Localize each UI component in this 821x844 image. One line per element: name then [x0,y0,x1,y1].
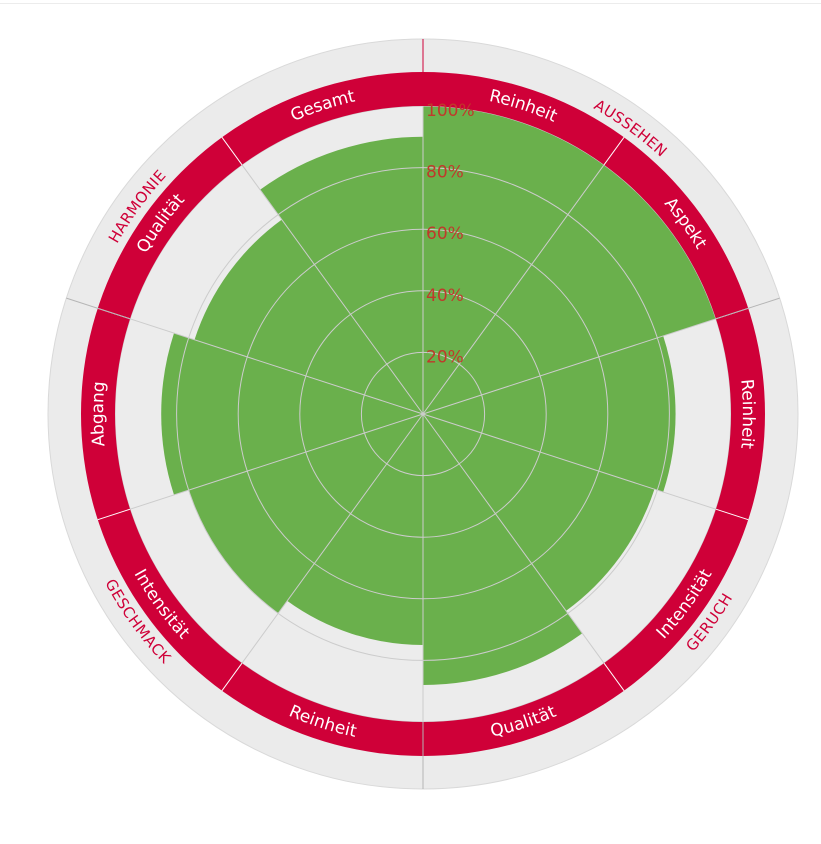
band-divider-7 [97,508,131,521]
bar-7 [161,333,423,495]
bar-0 [423,106,605,414]
r-tick-label-2: 60% [426,224,464,244]
bar-6 [188,414,423,614]
group-divider-3 [66,297,131,320]
category-label-7: Abgang [88,381,110,448]
grid-spoke-6 [241,413,424,664]
grid-spoke-2 [422,318,717,415]
bar-5 [287,414,423,645]
band-divider-1 [603,137,625,166]
r-tick-label-1: 40% [426,286,464,306]
grid-spoke-4 [422,413,605,664]
bar-1 [423,164,716,414]
r-tick-label-0: 20% [426,347,464,367]
band-divider-4 [603,662,625,691]
grid-spoke-1 [422,164,605,415]
grid-spoke-7 [129,413,424,510]
bar-8 [194,219,423,414]
grid-spoke-9 [241,164,424,415]
bar-4 [423,414,583,686]
chart-bars [161,106,716,686]
bar-2 [423,335,676,493]
top-divider [0,3,821,4]
band-divider-6 [221,662,243,691]
r-tick-label-4: 100% [426,101,475,121]
bar-3 [423,414,655,611]
band-divider-9 [221,137,243,166]
category-band [66,39,780,789]
r-tick-label-3: 80% [426,163,464,183]
group-divider-1 [715,297,780,320]
category-label-2: Reinheit [736,378,758,450]
grid-spoke-8 [129,318,424,415]
bar-9 [260,136,423,414]
band-divider-3 [715,508,749,521]
grid-spoke-3 [422,413,717,510]
